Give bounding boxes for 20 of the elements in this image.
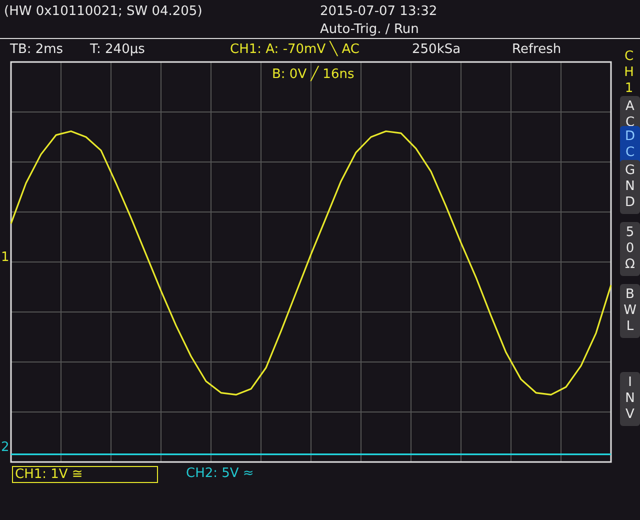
text: AC	[620, 99, 640, 131]
text: 250kSa	[412, 42, 461, 57]
text: DC	[620, 129, 640, 161]
text: 1	[1, 250, 10, 265]
text: CH2: 5V ≈	[186, 466, 254, 481]
text: INV	[620, 375, 640, 423]
text: GND	[620, 163, 640, 211]
text: (HW 0x10110021; SW 04.205)	[4, 4, 202, 19]
text: 2015-07-07 13:32	[320, 4, 438, 19]
text: 50Ω	[620, 225, 640, 273]
text: CH1: A: -70mV ╲ AC	[230, 42, 360, 57]
text: TB: 2ms	[10, 42, 64, 57]
text: Auto-Trig. / Run	[320, 22, 419, 37]
text: CH1: 1V ≅	[12, 466, 158, 483]
text: T: 240µs	[90, 42, 145, 57]
text: BWL	[620, 287, 640, 335]
text: Refresh	[512, 42, 562, 57]
text: CH1	[623, 49, 635, 97]
text: 2	[1, 440, 10, 455]
text: B: 0V ╱ 16ns	[272, 67, 354, 82]
